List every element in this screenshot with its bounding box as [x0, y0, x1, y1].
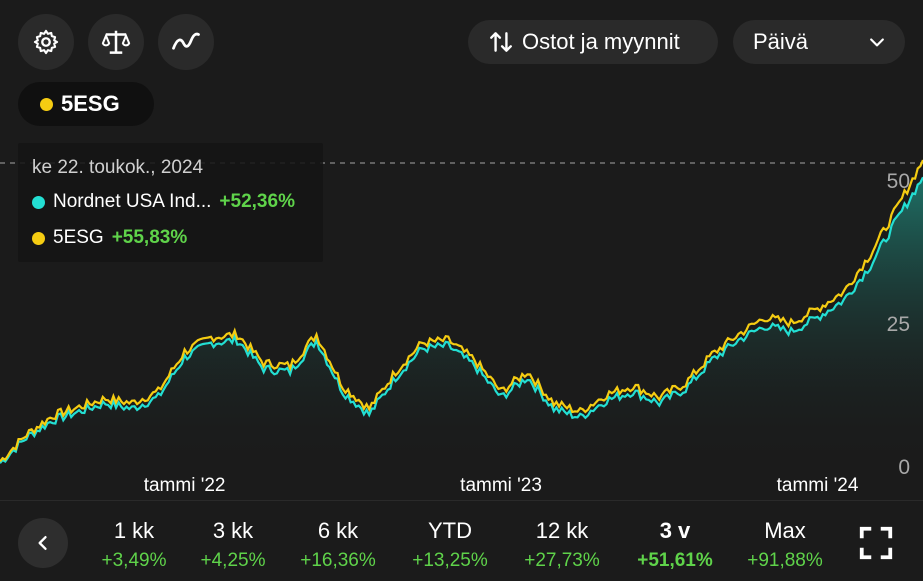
series-chip-5esg[interactable]: 5ESG	[18, 82, 154, 126]
settings-button[interactable]	[18, 14, 74, 70]
series-color-dot	[40, 97, 53, 111]
series-chip-label: 5ESG	[61, 91, 120, 116]
scale-icon	[101, 30, 131, 54]
x-tick-label: tammi '22	[144, 475, 226, 496]
period-12m[interactable]: 12 kk +27,73%	[517, 518, 607, 572]
period-change: +27,73%	[524, 550, 600, 571]
interval-value: Päivä	[753, 29, 809, 54]
series-line-5esg	[0, 159, 923, 463]
period-label: Max	[764, 518, 806, 543]
y-tick-label: 50	[887, 170, 910, 193]
tooltip-fund-name: Nordnet USA Ind...	[53, 191, 212, 212]
legend-dot-index	[32, 231, 45, 245]
gear-icon	[33, 29, 59, 55]
tooltip-row-index: 5ESG +55,83%	[32, 227, 187, 249]
chart-type-button[interactable]	[158, 14, 214, 70]
chart-tooltip: ke 22. toukok., 2024 Nordnet USA Ind... …	[18, 143, 323, 262]
period-change: +16,36%	[300, 550, 376, 571]
tooltip-date: ke 22. toukok., 2024	[32, 157, 204, 178]
tooltip-index-name: 5ESG	[53, 227, 104, 248]
period-label: 6 kk	[317, 518, 359, 543]
period-ytd[interactable]: YTD +13,25%	[405, 518, 495, 572]
chevron-left-icon	[38, 536, 47, 550]
scroll-left-button[interactable]	[18, 518, 68, 568]
period-max[interactable]: Max +91,88%	[740, 518, 830, 572]
period-6m[interactable]: 6 kk +16,36%	[293, 518, 383, 572]
swap-vertical-icon	[490, 32, 512, 52]
x-tick-label: tammi '23	[460, 475, 542, 496]
period-bar	[0, 500, 923, 581]
period-3m[interactable]: 3 kk +4,25%	[188, 518, 278, 572]
x-tick-label: tammi '24	[777, 475, 859, 496]
legend-dot-fund	[32, 195, 45, 209]
period-change: +13,25%	[412, 550, 488, 571]
period-change: +3,49%	[101, 550, 167, 571]
fullscreen-button[interactable]	[857, 524, 895, 562]
period-label: 3 v	[659, 518, 691, 543]
interval-select[interactable]: Päivä	[733, 20, 905, 64]
period-1m[interactable]: 1 kk +3,49%	[89, 518, 179, 572]
tooltip-index-value: +55,83%	[111, 227, 188, 248]
chevron-down-icon	[870, 38, 884, 47]
period-label: 1 kk	[113, 518, 155, 543]
y-tick-label: 25	[887, 313, 910, 336]
period-label: 3 kk	[212, 518, 254, 543]
trades-label: Ostot ja myynnit	[522, 29, 680, 54]
fullscreen-icon	[859, 526, 893, 560]
trades-button[interactable]: Ostot ja myynnit	[468, 20, 718, 64]
period-3y-active[interactable]: 3 v +51,61%	[630, 518, 720, 572]
y-tick-label: 0	[898, 456, 910, 479]
tooltip-fund-value: +52,36%	[219, 191, 295, 212]
compare-button[interactable]	[88, 14, 144, 70]
period-label: 12 kk	[535, 518, 589, 543]
chart[interactable]: 0 25 50 tammi '22 tammi '23 tammi '24	[0, 0, 923, 500]
fund-area	[0, 177, 923, 466]
line-icon	[172, 32, 200, 50]
period-change: +51,61%	[637, 550, 713, 571]
period-label: YTD	[428, 518, 472, 543]
period-change: +91,88%	[747, 550, 823, 571]
tooltip-row-fund: Nordnet USA Ind... +52,36%	[32, 191, 295, 213]
period-change: +4,25%	[200, 550, 266, 571]
series-line-nordnet-usa	[0, 176, 923, 464]
